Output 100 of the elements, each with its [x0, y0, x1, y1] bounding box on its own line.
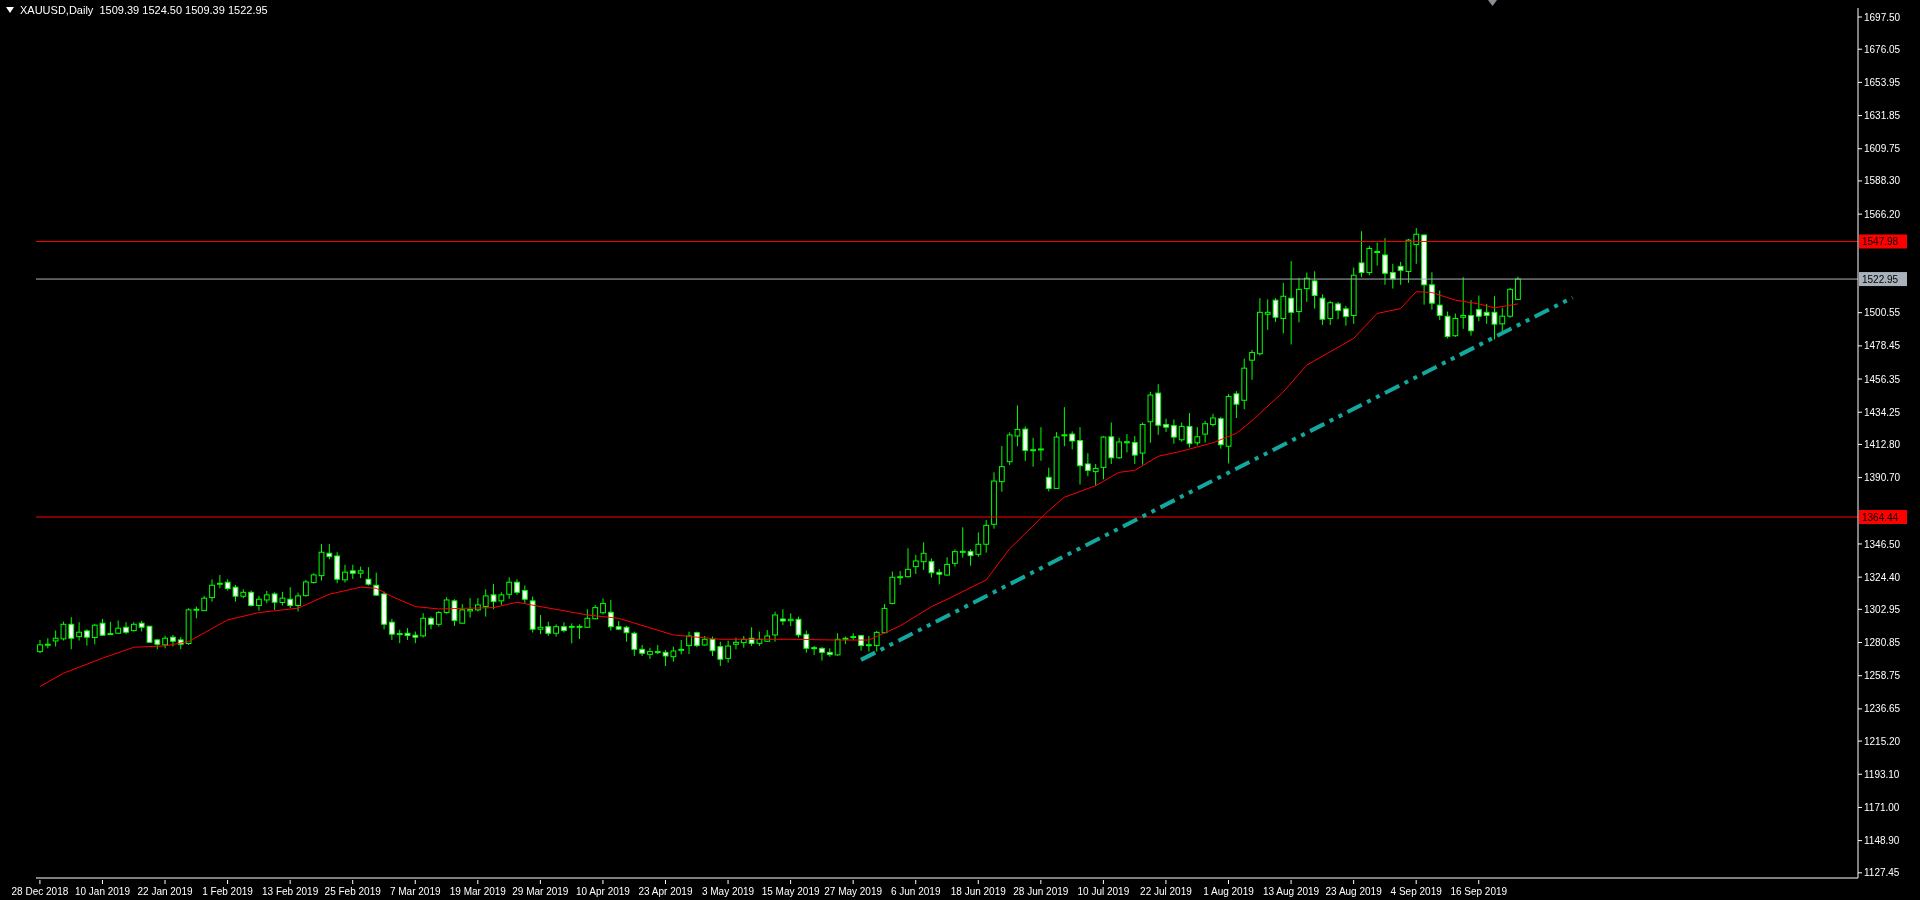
- x-tick-label: 19 Mar 2019: [449, 886, 507, 897]
- candlestick: [1202, 420, 1209, 443]
- candlestick: [1288, 260, 1295, 345]
- candlestick: [1343, 305, 1349, 327]
- x-tick-label: 1 Aug 2019: [1203, 886, 1255, 897]
- candlestick: [123, 621, 129, 635]
- y-tick-label: 1609.75: [1864, 143, 1901, 155]
- y-tick-label: 1500.55: [1864, 307, 1901, 319]
- candlestick: [365, 566, 372, 587]
- y-tick-label: 1588.30: [1864, 175, 1901, 187]
- candlestick: [819, 646, 825, 662]
- candlestick: [506, 576, 513, 600]
- candlestick: [1382, 237, 1388, 286]
- x-tick-label: 22 Jul 2019: [1140, 886, 1193, 897]
- candlestick: [91, 623, 98, 645]
- x-tick-label: 29 Mar 2019: [512, 886, 569, 897]
- x-tick-label: 3 May 2019: [701, 886, 755, 897]
- candlestick: [1374, 242, 1381, 267]
- y-tick-label: 1148.90: [1864, 835, 1900, 847]
- candlestick: [459, 603, 466, 624]
- x-tick-label: 4 Sep 2019: [1390, 886, 1443, 897]
- candlestick: [1124, 433, 1130, 453]
- candlestick: [467, 597, 473, 619]
- x-tick-label: 18 Jun 2019: [950, 886, 1007, 897]
- y-tick-label: 1456.35: [1864, 373, 1901, 385]
- candlestick: [1249, 349, 1255, 381]
- candlestick: [568, 622, 575, 644]
- candlestick: [373, 572, 380, 597]
- candlestick: [1429, 271, 1435, 311]
- candlestick: [834, 632, 841, 657]
- x-tick-label: 13 Feb 2019: [262, 886, 319, 897]
- y-tick-label: 1412.80: [1864, 438, 1901, 450]
- x-tick-label: 23 Apr 2019: [638, 886, 693, 897]
- candlestick: [1475, 295, 1482, 322]
- x-tick-label: 22 Jan 2019: [137, 886, 193, 897]
- candlestick: [1116, 437, 1123, 460]
- y-tick-label: 1653.95: [1864, 76, 1901, 88]
- y-tick-label: 1127.45: [1864, 867, 1900, 879]
- y-tick-label: 1302.95: [1864, 603, 1901, 615]
- candlestick: [631, 631, 638, 657]
- y-tick-label: 1566.20: [1864, 208, 1901, 220]
- candlestick: [1084, 452, 1091, 477]
- candlestick: [944, 556, 950, 577]
- x-tick-label: 10 Apr 2019: [575, 886, 631, 897]
- candlestick: [1319, 293, 1326, 326]
- candlestick: [209, 578, 215, 603]
- y-tick-label: 1346.50: [1864, 538, 1901, 550]
- candlestick: [865, 635, 872, 653]
- candlestick: [1038, 426, 1044, 462]
- candlestick: [295, 592, 301, 613]
- candlestick: [1296, 277, 1302, 323]
- ref-line-label: 1522.95: [1862, 274, 1899, 286]
- candlestick: [1030, 437, 1037, 468]
- candlestick: [1061, 406, 1068, 447]
- y-tick-label: 1171.00: [1864, 801, 1900, 813]
- x-tick-label: 23 Aug 2019: [1325, 886, 1383, 897]
- candlestick: [983, 519, 990, 554]
- candlestick: [607, 599, 614, 632]
- x-tick-label: 15 May 2019: [761, 886, 820, 897]
- y-tick-label: 1324.40: [1864, 571, 1901, 583]
- candlestick: [733, 637, 739, 650]
- candlestick: [170, 634, 176, 647]
- candlestick: [639, 644, 646, 657]
- chart-title: XAUUSD,Daily 1509.39 1524.50 1509.39 1522.95: [20, 4, 268, 16]
- candlestick: [686, 631, 692, 655]
- candlestick: [561, 621, 567, 633]
- candlestick: [725, 640, 732, 664]
- candlestick: [905, 547, 911, 579]
- y-tick-label: 1258.75: [1864, 670, 1901, 682]
- x-tick-label: 27 May 2019: [824, 886, 883, 897]
- candlestick: [84, 628, 90, 647]
- y-tick-label: 1697.50: [1864, 11, 1901, 23]
- y-tick-label: 1631.85: [1864, 110, 1901, 122]
- candlestick: [779, 608, 786, 626]
- x-tick-label: 13 Aug 2019: [1262, 886, 1320, 897]
- candlestick: [334, 551, 341, 584]
- y-tick-label: 1280.85: [1864, 637, 1901, 649]
- candlestick: [342, 564, 348, 584]
- y-tick-label: 1390.70: [1864, 472, 1901, 484]
- candlestick: [1515, 276, 1521, 300]
- y-tick-label: 1676.05: [1864, 43, 1901, 55]
- candlestick: [998, 445, 1005, 493]
- x-tick-label: 7 Mar 2019: [389, 886, 441, 897]
- y-tick-label: 1215.20: [1864, 735, 1901, 747]
- candlestick: [256, 595, 262, 612]
- candlestick: [772, 611, 778, 643]
- candlestick: [1460, 276, 1467, 330]
- candlestick: [76, 621, 82, 641]
- candlestick: [1311, 270, 1318, 310]
- y-tick-label: 1434.25: [1864, 406, 1901, 418]
- x-tick-label: 1 Feb 2019: [202, 886, 254, 897]
- x-tick-label: 25 Feb 2019: [324, 886, 382, 897]
- candlestick: [1163, 418, 1169, 433]
- candlestick: [1045, 467, 1052, 492]
- x-tick-label: 28 Jun 2019: [1013, 886, 1069, 897]
- x-tick-label: 16 Sep 2019: [1450, 886, 1508, 897]
- candlestick: [912, 554, 919, 575]
- x-tick-label: 10 Jul 2019: [1077, 886, 1130, 897]
- y-tick-label: 1236.65: [1864, 703, 1901, 715]
- candlestick: [1335, 301, 1341, 320]
